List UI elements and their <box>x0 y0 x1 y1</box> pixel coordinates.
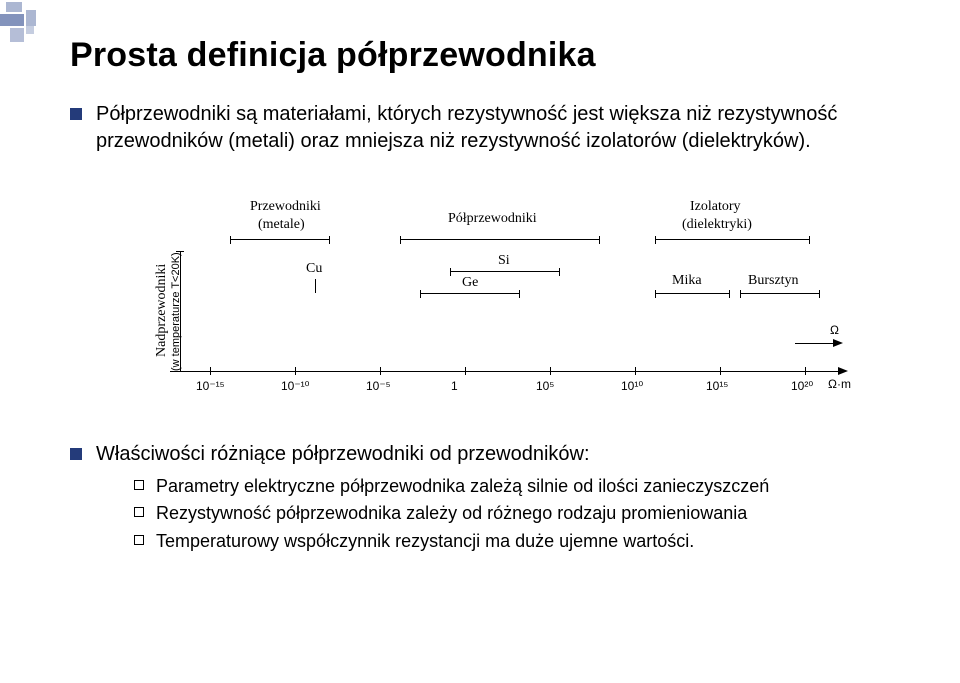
axis-line <box>170 371 840 372</box>
mika-range <box>655 293 730 294</box>
bullet-properties: Właściwości różniące półprzewodniki od p… <box>70 441 890 556</box>
omega-arrowhead <box>833 339 843 347</box>
axis-tick-label: 10⁵ <box>536 379 554 393</box>
sub-text: Rezystywność półprzewodnika zależy od ró… <box>156 501 747 525</box>
page-title: Prosta definicja półprzewodnika <box>70 36 890 75</box>
axis-tick-label: 10²⁰ <box>791 379 813 393</box>
axis-tick <box>210 367 211 375</box>
nadprzewodniki-bar <box>180 251 181 371</box>
axis-unit: Ω·m <box>828 377 851 391</box>
izolatory-sublabel: (dielektryki) <box>682 217 752 233</box>
axis-tick <box>635 367 636 375</box>
axis-tick <box>550 367 551 375</box>
sub-marker <box>134 507 144 517</box>
axis-tick-label: 10⁻⁵ <box>366 379 391 393</box>
sub-text: Parametry elektryczne półprzewodnika zal… <box>156 474 769 498</box>
przewodniki-label: Przewodniki <box>250 199 321 215</box>
polprzewodniki-range <box>400 239 600 240</box>
axis-tick-label: 10⁻¹⁰ <box>281 379 310 393</box>
ge-range <box>420 293 520 294</box>
izolatory-label: Izolatory <box>690 199 741 215</box>
axis-arrowhead <box>838 367 848 375</box>
axis-tick-label: 10¹⁵ <box>706 379 728 393</box>
bullet-text: Półprzewodniki są materiałami, których r… <box>96 101 890 155</box>
sub-item-2: Temperaturowy współczynnik rezystancji m… <box>134 529 890 553</box>
sub-item-0: Parametry elektryczne półprzewodnika zal… <box>134 474 890 498</box>
axis-tick-label: 10⁻¹⁵ <box>196 379 225 393</box>
sub-marker <box>134 480 144 490</box>
axis-tick <box>805 367 806 375</box>
slide-content: Prosta definicja półprzewodnika Półprzew… <box>0 0 960 600</box>
omega-mini-line <box>795 343 835 344</box>
axis-tick <box>380 367 381 375</box>
ge-label: Ge <box>462 275 478 291</box>
cu-tick <box>315 279 316 293</box>
bullet-text: Właściwości różniące półprzewodniki od p… <box>96 441 890 556</box>
bullet-marker <box>70 448 82 460</box>
sub-list: Parametry elektryczne półprzewodnika zal… <box>134 474 890 553</box>
resistivity-scale-figure: Nadprzewodniki (w temperaturze T<20K) Pr… <box>100 171 860 421</box>
omega-axis-label: Ω <box>830 323 839 337</box>
si-range <box>450 271 560 272</box>
bursztyn-range <box>740 293 820 294</box>
bullet-properties-text: Właściwości różniące półprzewodniki od p… <box>96 443 590 465</box>
izolatory-range <box>655 239 810 240</box>
bursztyn-label: Bursztyn <box>748 273 799 289</box>
przewodniki-range <box>230 239 330 240</box>
si-label: Si <box>498 253 510 269</box>
sub-text: Temperaturowy współczynnik rezystancji m… <box>156 529 694 553</box>
polprzewodniki-label: Półprzewodniki <box>448 211 537 227</box>
mika-label: Mika <box>672 273 702 289</box>
axis-tick-label: 10¹⁰ <box>621 379 643 393</box>
bullet-marker <box>70 108 82 120</box>
nadprzewodniki-cap <box>176 251 184 252</box>
bullet-definition: Półprzewodniki są materiałami, których r… <box>70 101 890 155</box>
sub-item-1: Rezystywność półprzewodnika zależy od ró… <box>134 501 890 525</box>
axis-tick <box>465 367 466 375</box>
axis-tick-label: 1 <box>451 379 458 393</box>
nadprzewodniki-label: Nadprzewodniki <box>154 264 170 357</box>
axis-tick <box>295 367 296 375</box>
cu-label: Cu <box>306 261 322 277</box>
axis-tick <box>720 367 721 375</box>
przewodniki-sublabel: (metale) <box>258 217 305 233</box>
sub-marker <box>134 535 144 545</box>
